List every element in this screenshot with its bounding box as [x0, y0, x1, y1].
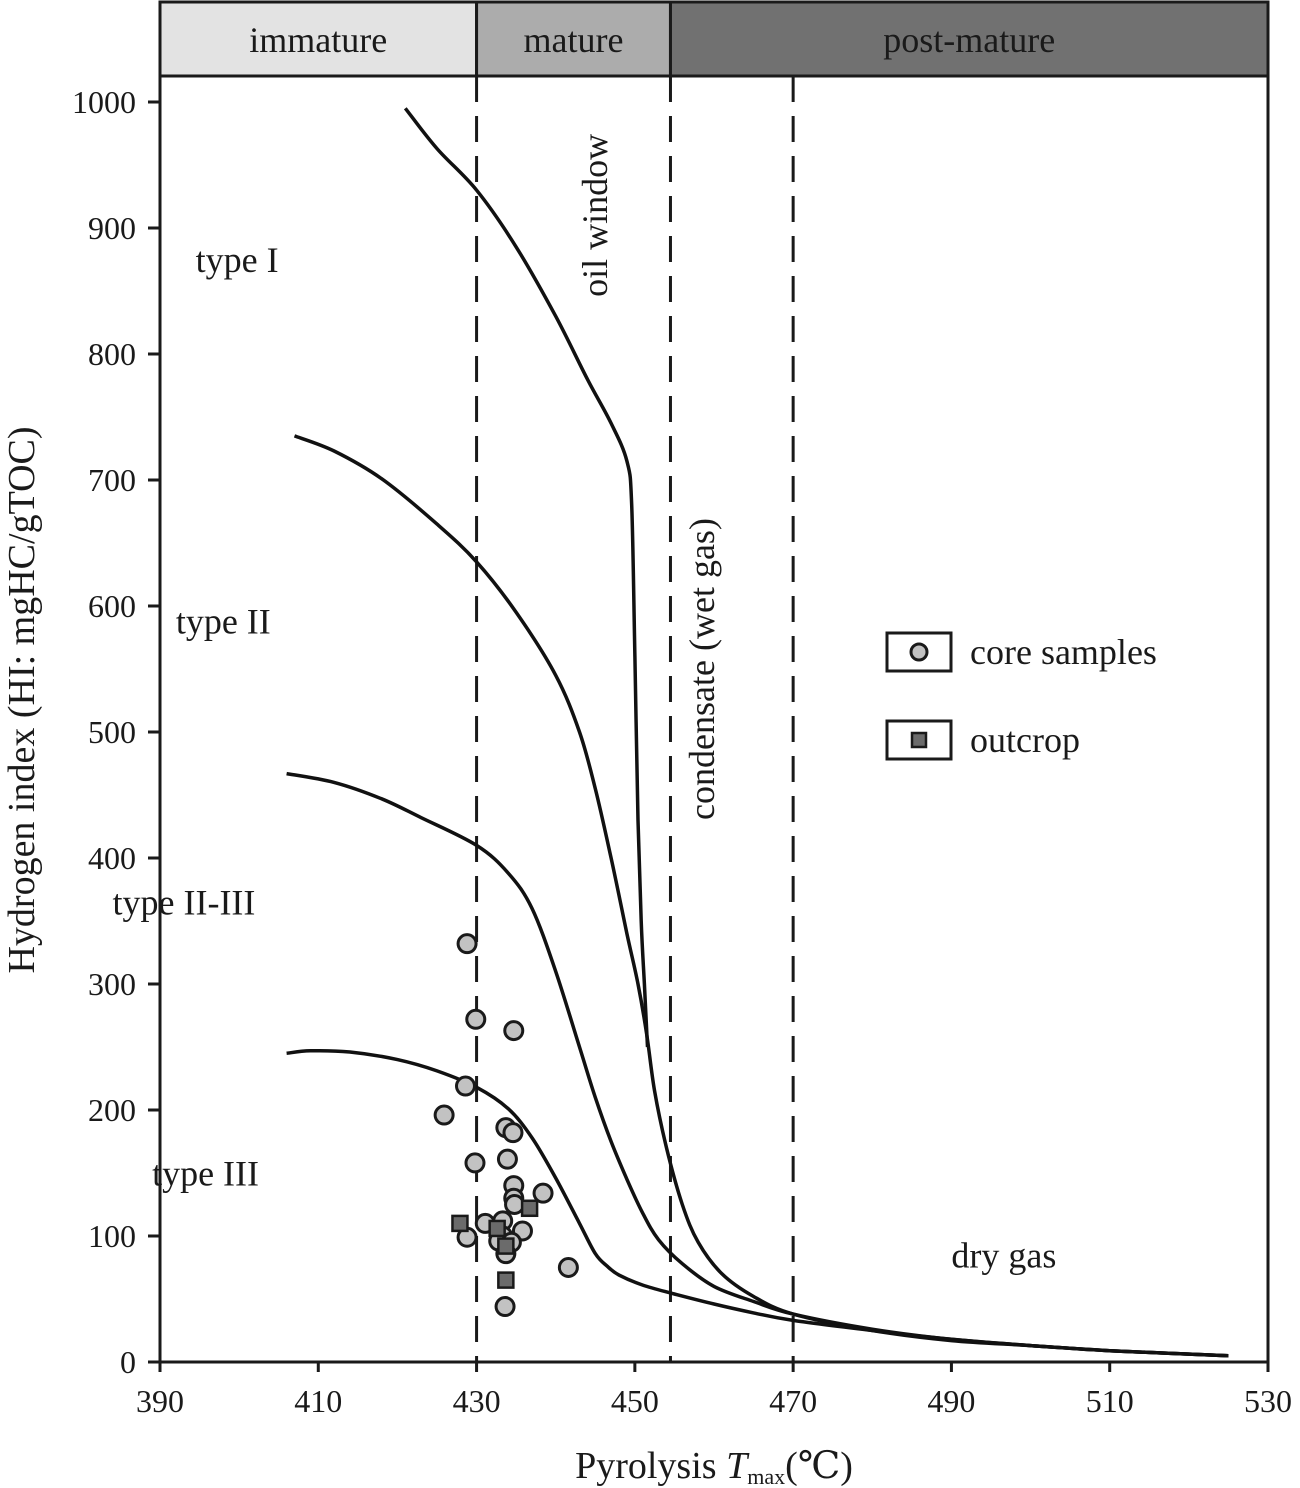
- x-axis-title-unit: (℃): [785, 1445, 853, 1487]
- label-oil-window: oil window: [575, 134, 615, 297]
- x-axis-title: Pyrolysis Tmax(℃): [575, 1445, 853, 1488]
- curve-type-ii-iii: [286, 771, 1229, 1358]
- legend-marker-outcrop: [910, 731, 928, 749]
- x-axis: 390 410 430 450 470 490 510 530: [136, 1362, 1292, 1419]
- outcrop-point-5: [497, 1271, 515, 1289]
- sample-points: [433, 933, 579, 1318]
- x-tick-label-410: 410: [294, 1383, 342, 1419]
- outcrop-point-2: [488, 1219, 506, 1238]
- x-tick-label-490: 490: [927, 1383, 975, 1419]
- core-samples-point-3: [503, 1020, 525, 1042]
- legend-marker-core-samples: [909, 642, 929, 662]
- y-tick-label-100: 100: [88, 1218, 136, 1254]
- label-condensate-wet-gas: condensate (wet gas): [682, 518, 722, 820]
- outcrop-point-4: [497, 1237, 515, 1255]
- legend-label-outcrop: outcrop: [970, 720, 1080, 760]
- y-tick-label-600: 600: [88, 588, 136, 624]
- x-tick-label-530: 530: [1244, 1383, 1292, 1419]
- x-axis-title-main: Pyrolysis: [575, 1445, 726, 1487]
- core-samples-point-1: [456, 933, 478, 955]
- band-immature: [158, 0, 479, 78]
- curve-type-i: [403, 107, 650, 1048]
- band-mature: [475, 0, 672, 78]
- y-tick-label-400: 400: [88, 840, 136, 876]
- y-tick-label-500: 500: [88, 714, 136, 750]
- label-dry-gas: dry gas: [951, 1236, 1056, 1276]
- core-samples-point-4: [454, 1075, 476, 1097]
- label-type-iii: type III: [152, 1154, 259, 1194]
- y-tick-label-800: 800: [88, 336, 136, 372]
- label-type-i: type I: [196, 240, 279, 280]
- y-axis-title: Hydrogen index (HI: mgHC/gTOC): [1, 426, 43, 973]
- label-type-ii-iii: type II-III: [113, 883, 256, 923]
- label-type-ii: type II: [176, 602, 271, 642]
- core-samples-point-7: [502, 1122, 524, 1144]
- y-tick-label-0: 0: [120, 1344, 136, 1380]
- core-samples-point-8: [496, 1148, 518, 1170]
- y-tick-label-300: 300: [88, 966, 136, 1002]
- band-label-post-mature: post-mature: [883, 20, 1055, 60]
- y-tick-label-200: 200: [88, 1092, 136, 1128]
- y-tick-label-700: 700: [88, 462, 136, 498]
- maturity-boundary-lines: [475, 76, 795, 1362]
- x-tick-label-450: 450: [611, 1383, 659, 1419]
- region-labels: type I type II type II-III type III oil wind…: [113, 134, 1057, 1276]
- x-axis-title-italic: T: [726, 1445, 750, 1487]
- x-tick-label-470: 470: [769, 1383, 817, 1419]
- x-tick-label-510: 510: [1086, 1383, 1134, 1419]
- kerogen-type-curves: [286, 107, 1229, 1358]
- maturity-bands: immature mature post-mature: [158, 0, 1270, 78]
- core-samples-point-13: [532, 1182, 554, 1204]
- band-label-mature: mature: [524, 20, 624, 60]
- core-samples-point-9: [464, 1152, 486, 1174]
- y-tick-label-1000: 1000: [72, 84, 136, 120]
- outcrop-point-3: [520, 1199, 539, 1218]
- curve-type-ii: [293, 434, 1229, 1358]
- y-axis: 0 100 200 300 400 500 600 700 800 900 1000: [72, 84, 160, 1380]
- outcrop-point-1: [451, 1214, 469, 1233]
- legend-label-core-samples: core samples: [970, 632, 1157, 672]
- x-axis-title-subscript: max: [747, 1464, 785, 1488]
- x-tick-label-390: 390: [136, 1383, 184, 1419]
- plot-frame: [158, 74, 1270, 1364]
- core-samples-point-2: [465, 1008, 487, 1030]
- core-samples-point-23: [494, 1296, 516, 1318]
- band-label-immature: immature: [249, 20, 387, 60]
- core-samples-point-5: [433, 1104, 455, 1126]
- curve-type-iii: [286, 1048, 1229, 1358]
- legend: core samples outcrop: [885, 631, 1157, 761]
- y-tick-label-900: 900: [88, 210, 136, 246]
- x-tick-label-430: 430: [453, 1383, 501, 1419]
- core-samples-point-22: [557, 1257, 579, 1278]
